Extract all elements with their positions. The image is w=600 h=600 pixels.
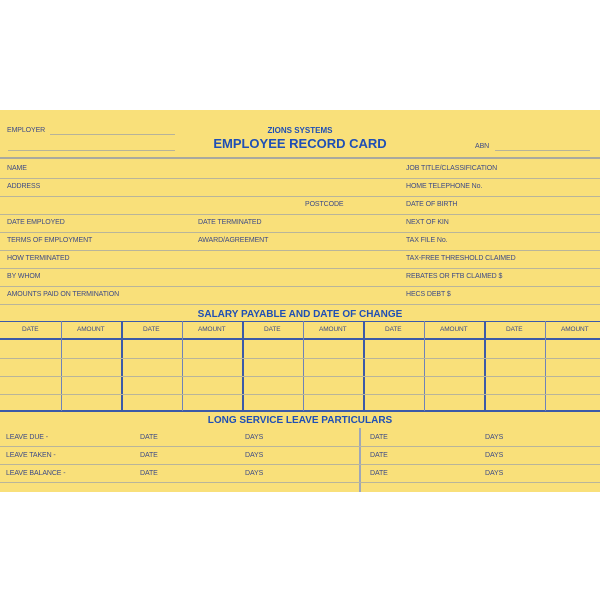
leave-days-label: DAYS [245, 434, 264, 441]
salary-row-line[interactable] [0, 358, 600, 359]
leave-date-label-2: DATE [370, 470, 388, 477]
salary-header-line [0, 338, 600, 340]
salary-bottom-line [0, 410, 600, 412]
leave-date-label: DATE [140, 470, 158, 477]
field-label-hecs: HECS DEBT $ [406, 291, 451, 298]
field-label-date-terminated: DATE TERMINATED [198, 219, 262, 226]
salary-column-header: DATE [143, 326, 160, 333]
field-label-tax-file: TAX FILE No. [406, 237, 448, 244]
leave-days-label-2: DAYS [485, 470, 504, 477]
salary-title: SALARY PAYABLE AND DATE OF CHANGE [197, 309, 403, 320]
company-name: ZIONS SYSTEMS [267, 126, 333, 135]
leave-days-label-2: DAYS [485, 434, 504, 441]
leave-date-label: DATE [140, 452, 158, 459]
salary-column-header: DATE [385, 326, 402, 333]
row-line[interactable] [0, 178, 600, 179]
row-line[interactable] [0, 196, 600, 197]
leave-days-label-2: DAYS [485, 452, 504, 459]
salary-column-divider [121, 321, 123, 411]
salary-column-divider [423, 321, 425, 411]
leave-divider [359, 428, 361, 492]
row-line[interactable] [0, 232, 600, 233]
salary-column-header: AMOUNT [439, 326, 468, 333]
row-line[interactable] [0, 268, 600, 269]
row-line[interactable] [0, 304, 600, 305]
leave-days-label: DAYS [245, 470, 264, 477]
field-label-address: ADDRESS [7, 183, 41, 190]
leave-date-label-2: DATE [370, 452, 388, 459]
salary-column-divider [363, 321, 365, 411]
salary-row-line[interactable] [0, 376, 600, 377]
header-divider [0, 157, 600, 159]
field-label-next-of-kin: NEXT OF KIN [406, 219, 449, 226]
abn-field-line[interactable] [495, 150, 590, 151]
leave-days-label: DAYS [245, 452, 264, 459]
salary-column-divider [484, 321, 486, 411]
field-label-award: AWARD/AGREEMENT [198, 237, 269, 244]
salary-column-header: AMOUNT [318, 326, 347, 333]
salary-column-header: DATE [506, 326, 523, 333]
leave-title: LONG SERVICE LEAVE PARTICULARS [207, 415, 393, 426]
field-label-date-of-birth: DATE OF BIRTH [406, 201, 458, 208]
leave-row-label: LEAVE BALANCE - [6, 470, 66, 477]
leave-date-label: DATE [140, 434, 158, 441]
row-line[interactable] [0, 250, 600, 251]
salary-column-header: AMOUNT [560, 326, 589, 333]
salary-column-divider [60, 321, 62, 411]
employer-field-line-2[interactable] [8, 150, 175, 151]
field-label-date-employed: DATE EMPLOYED [7, 219, 65, 226]
salary-column-header: AMOUNT [76, 326, 105, 333]
field-label-rebates: REBATES OR FTB CLAIMED $ [406, 273, 503, 280]
leave-date-label-2: DATE [370, 434, 388, 441]
field-label-amounts-paid: AMOUNTS PAID ON TERMINATION [7, 291, 120, 298]
row-line[interactable] [0, 214, 600, 215]
field-label-home-telephone: HOME TELEPHONE No. [406, 183, 483, 190]
abn-label: ABN [475, 143, 490, 150]
salary-column-divider [242, 321, 244, 411]
field-label-name: NAME [7, 165, 27, 172]
field-label-terms: TERMS OF EMPLOYMENT [7, 237, 93, 244]
salary-column-header: AMOUNT [197, 326, 226, 333]
employee-record-card: EMPLOYER ZIONS SYSTEMS EMPLOYEE RECORD C… [0, 110, 600, 492]
field-label-how-terminated: HOW TERMINATED [7, 255, 70, 262]
salary-column-header: DATE [264, 326, 281, 333]
salary-top-line [0, 321, 600, 322]
salary-column-divider [181, 321, 183, 411]
card-title: EMPLOYEE RECORD CARD [213, 136, 387, 151]
salary-column-divider [302, 321, 304, 411]
leave-row-label: LEAVE DUE - [6, 434, 48, 441]
employer-field-line[interactable] [50, 134, 175, 135]
field-label-job-title: JOB TITLE/CLASSIFICATION [406, 165, 498, 172]
field-label-postcode: POSTCODE [305, 201, 344, 208]
salary-column-header: DATE [22, 326, 39, 333]
leave-row-label: LEAVE TAKEN - [6, 452, 56, 459]
leave-row-line[interactable] [0, 446, 600, 447]
salary-column-divider [544, 321, 546, 411]
row-line[interactable] [0, 286, 600, 287]
employer-label: EMPLOYER [7, 127, 46, 134]
leave-row-line[interactable] [0, 482, 600, 483]
leave-row-line[interactable] [0, 464, 600, 465]
field-label-tax-free: TAX-FREE THRESHOLD CLAIMED [406, 255, 516, 262]
field-label-by-whom: BY WHOM [7, 273, 41, 280]
salary-row-line[interactable] [0, 394, 600, 395]
